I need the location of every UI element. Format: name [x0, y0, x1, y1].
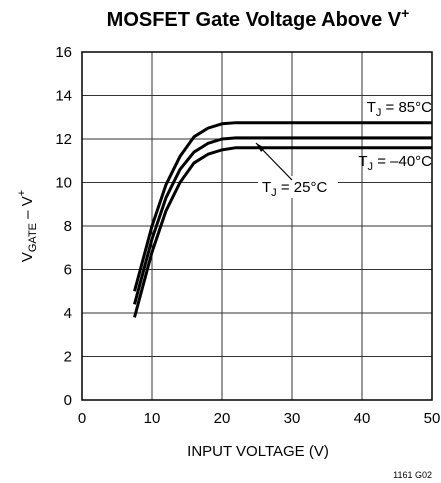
- label-rest: = 25°C: [277, 179, 328, 196]
- label-sub: J: [368, 161, 374, 173]
- x-tick-label: 40: [354, 410, 371, 427]
- chart-title: MOSFET Gate Voltage Above V+: [107, 5, 410, 31]
- label-t: T: [367, 99, 376, 116]
- y-tick-label: 6: [64, 262, 72, 279]
- data-line: [133, 136, 432, 305]
- x-axis-label: INPUT VOLTAGE (V): [187, 443, 329, 460]
- plot-frame: [81, 51, 433, 401]
- y-tick-label: 10: [55, 175, 72, 192]
- y-label-v: V: [19, 252, 36, 262]
- x-tick-label: 30: [284, 410, 301, 427]
- label-sub: J: [376, 107, 382, 119]
- label-sub: J: [271, 187, 277, 199]
- title-text: MOSFET Gate Voltage Above V: [107, 9, 402, 31]
- y-tick-label: 14: [55, 88, 72, 105]
- y-tick-label: 8: [64, 218, 72, 235]
- y-tick-label: 12: [55, 131, 72, 148]
- y-tick-label: 16: [55, 44, 72, 61]
- title-sup: +: [401, 5, 409, 21]
- label-t: T: [262, 179, 271, 196]
- arrow-head: [256, 143, 265, 152]
- series-label: TJ = 25°C: [262, 179, 327, 199]
- series-label: TJ = –40°C: [358, 153, 432, 173]
- data-line: [133, 146, 432, 318]
- y-tick-label: 2: [64, 349, 72, 366]
- label-rest: = 85°C: [381, 99, 432, 116]
- series-label: TJ = 85°C: [367, 99, 432, 119]
- label-rest: = –40°C: [373, 153, 432, 170]
- x-tick-label: 10: [144, 410, 161, 427]
- label-t: T: [358, 153, 367, 170]
- x-tick-label: 0: [78, 410, 86, 427]
- label-bg: [258, 176, 338, 198]
- footnote: 1161 G02: [393, 470, 432, 480]
- y-tick-label: 0: [64, 392, 72, 409]
- x-tick-label: 50: [424, 410, 441, 427]
- y-label-sub: GATE: [27, 223, 39, 252]
- y-axis-label: VGATE – V+: [16, 190, 39, 262]
- y-label-mid: – V: [19, 196, 36, 223]
- data-line: [133, 121, 432, 292]
- y-tick-label: 4: [64, 305, 72, 322]
- x-tick-label: 20: [214, 410, 231, 427]
- y-label-sup: +: [16, 190, 28, 196]
